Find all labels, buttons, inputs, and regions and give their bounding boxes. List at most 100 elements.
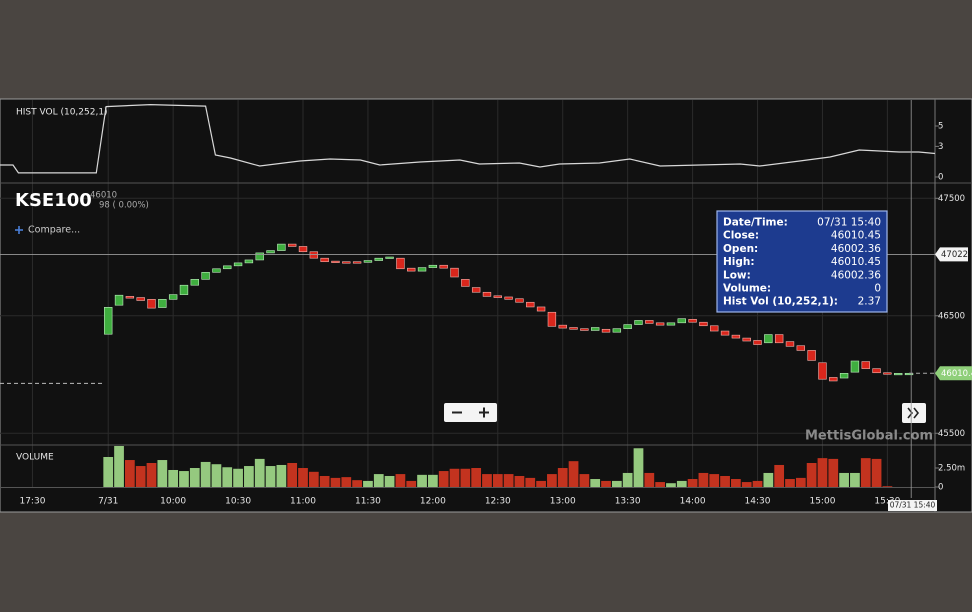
tooltip-value: 46002.36 (831, 243, 881, 255)
candle (699, 321, 708, 327)
hist-vol-title: HIST VOL (10,252,1) (16, 108, 108, 118)
candle (396, 257, 405, 270)
volume-bar (676, 480, 687, 487)
candle (655, 322, 665, 326)
volume-bar (644, 472, 655, 487)
volume-bar (557, 468, 568, 487)
candle (255, 252, 264, 261)
grid: 17:30 7/31 10:00 10:30 11:00 11:30 12:00 12:30 1… (0, 100, 965, 507)
candle (774, 334, 784, 344)
tooltip-label: High: (723, 256, 755, 268)
x-tick-label: 15:30 (874, 497, 900, 507)
volume-bar (265, 466, 276, 487)
candle (320, 257, 329, 263)
volume-bar (179, 471, 189, 487)
volume-bar (752, 480, 763, 487)
x-tick-label: 13:30 (615, 497, 641, 507)
y-tick-label: 47500 (938, 194, 965, 204)
candle (158, 299, 167, 308)
candle (363, 260, 373, 263)
candle (233, 262, 243, 267)
y-tick-label: 5 (938, 122, 943, 132)
candle (298, 246, 308, 253)
y-tick-label: 45500 (938, 429, 965, 439)
candle (309, 251, 319, 259)
candle (450, 267, 459, 278)
candle (504, 296, 513, 300)
crosshair-y-label: 47022 (941, 250, 968, 260)
volume-bar (579, 474, 590, 487)
volume-bar (611, 480, 622, 487)
candle (829, 377, 838, 382)
candle (515, 298, 524, 303)
candle (894, 373, 903, 376)
crosshair-y-label-box (935, 247, 968, 262)
candle (179, 284, 189, 295)
scroll-right-button[interactable] (902, 403, 926, 423)
y-tick-label: 46500 (938, 311, 965, 321)
candle (558, 324, 567, 329)
volume-bar (276, 464, 287, 487)
volume-bar (860, 458, 871, 487)
volume-bar (124, 460, 135, 487)
tooltip-label: Volume: (723, 283, 771, 295)
last-price-label: 46010.45 (941, 369, 972, 379)
tooltip-box (716, 210, 888, 313)
x-tick-label: 10:30 (225, 497, 251, 507)
volume-bar (536, 480, 546, 487)
volume-bar (373, 474, 384, 487)
candle (645, 320, 654, 324)
candle (796, 345, 806, 351)
volume-bar (871, 458, 882, 487)
candle (623, 324, 632, 329)
volume-bar (839, 472, 849, 487)
x-tick-label: 7/31 (98, 497, 118, 507)
volume-bar (795, 477, 806, 487)
volume-bar (449, 468, 460, 487)
candle (720, 330, 730, 336)
candle (536, 306, 546, 312)
volume-bar (492, 474, 503, 487)
x-tick-label: 13:00 (550, 497, 576, 507)
candle (612, 328, 622, 333)
x-tick-label: 14:30 (745, 497, 771, 507)
y-tick-label: 3 (938, 142, 943, 152)
symbol-title: KSE100 (15, 190, 92, 211)
volume-bar (503, 474, 514, 487)
volume-bar (352, 480, 362, 487)
last-price-label-box (935, 366, 972, 381)
candle (287, 243, 297, 247)
volume-bar (687, 479, 698, 487)
x-tick-label: 12:00 (420, 497, 446, 507)
tooltip-value: 46010.45 (831, 230, 881, 242)
volume-bar (114, 445, 124, 487)
candle (482, 291, 492, 297)
candle (277, 243, 286, 251)
compare-button[interactable]: Compare... (15, 225, 80, 236)
tooltip-label: Hist Vol (10,252,1): (723, 296, 838, 308)
volume-bar (417, 474, 427, 487)
volume-bar (438, 471, 449, 487)
candle (461, 279, 470, 287)
zoom-controls (444, 403, 497, 422)
volume-bar (341, 477, 352, 487)
x-tick-label: 10:00 (160, 497, 186, 507)
volume-bar (200, 461, 211, 487)
candle (168, 294, 178, 300)
volume-bar (233, 468, 243, 487)
header-change: 98 ( 0.00%) (99, 201, 149, 211)
volume-bar (514, 475, 525, 487)
volume-bar (731, 479, 741, 487)
volume-bar (298, 468, 308, 487)
volume-bar (525, 477, 536, 487)
volume-bar (655, 482, 665, 487)
candle (342, 261, 351, 264)
zoom-in[interactable] (479, 407, 489, 418)
tooltip-value: 2.37 (858, 296, 881, 308)
volume-bar (720, 475, 730, 487)
candle (374, 257, 383, 261)
candle (688, 318, 697, 323)
volume-bar (460, 468, 471, 487)
x-tick-label: 17:30 (19, 497, 45, 507)
